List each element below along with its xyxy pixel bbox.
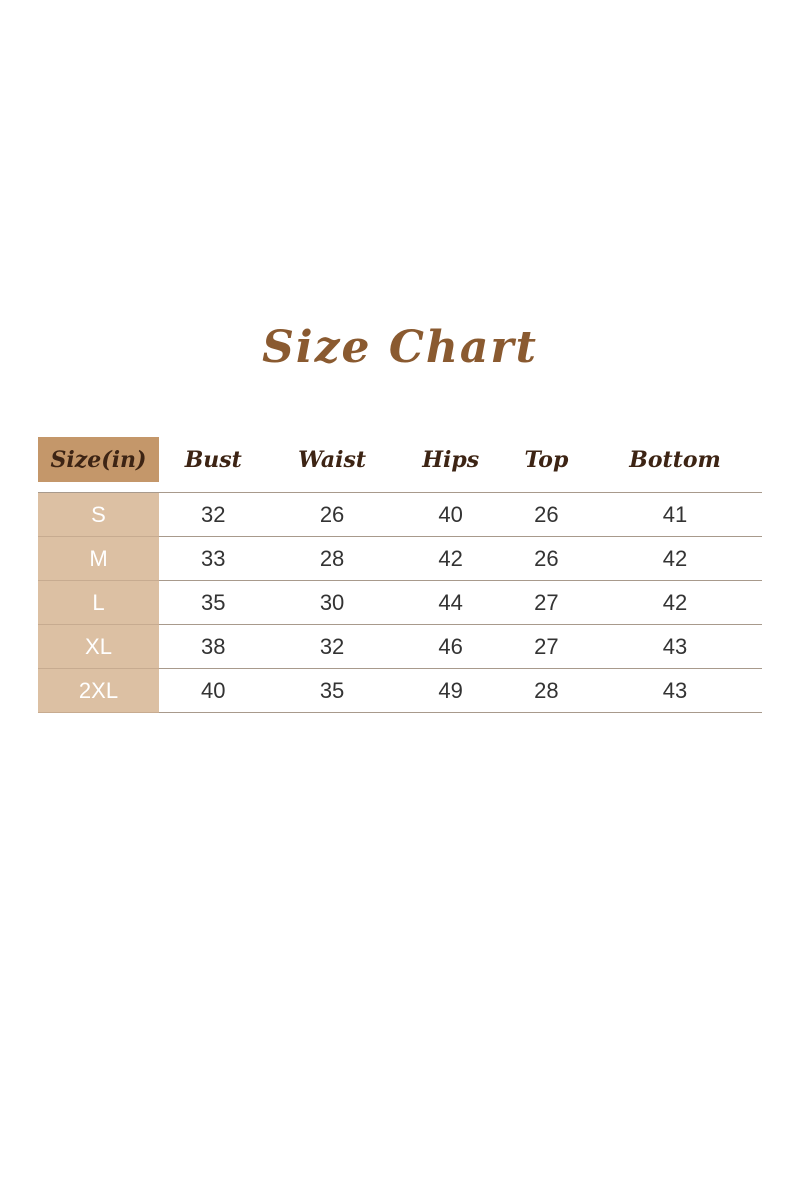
- cell-bust: 35: [159, 580, 268, 625]
- spacer: [38, 482, 762, 493]
- header-waist: Waist: [298, 446, 367, 473]
- cell-size: M: [38, 536, 159, 581]
- cell-bust: 33: [159, 536, 268, 581]
- cell-top: 27: [504, 580, 589, 625]
- table-row: 2XL 40 35 49 28 43: [38, 668, 762, 713]
- cell-size: XL: [38, 624, 159, 669]
- header-top: Top: [524, 446, 569, 473]
- cell-bust: 32: [159, 492, 268, 537]
- cell-waist: 35: [267, 668, 397, 713]
- cell-top: 27: [504, 624, 589, 669]
- table-row: M 33 28 42 26 42: [38, 536, 762, 581]
- table-row: L 35 30 44 27 42: [38, 580, 762, 625]
- table-row: XL 38 32 46 27 43: [38, 624, 762, 669]
- cell-top: 28: [504, 668, 589, 713]
- cell-hips: 44: [396, 580, 505, 625]
- cell-bust: 40: [159, 668, 268, 713]
- cell-hips: 46: [396, 624, 505, 669]
- header-row: Size(in) Bust Waist Hips Top Bottom: [38, 437, 762, 482]
- header-size: Size(in): [38, 437, 159, 482]
- cell-waist: 32: [267, 624, 397, 669]
- cell-size: L: [38, 580, 159, 625]
- cell-bottom: 43: [588, 668, 762, 713]
- cell-top: 26: [504, 492, 589, 537]
- header-bottom: Bottom: [629, 446, 721, 473]
- header-bust: Bust: [184, 446, 242, 473]
- header-hips: Hips: [422, 446, 480, 473]
- cell-bottom: 42: [588, 580, 762, 625]
- cell-bottom: 43: [588, 624, 762, 669]
- cell-waist: 28: [267, 536, 397, 581]
- cell-size: 2XL: [38, 668, 159, 713]
- size-table: Size(in) Bust Waist Hips Top Bottom S 32 2…: [38, 437, 762, 713]
- table-row: S 32 26 40 26 41: [38, 492, 762, 537]
- cell-waist: 30: [267, 580, 397, 625]
- cell-top: 26: [504, 536, 589, 581]
- cell-bust: 38: [159, 624, 268, 669]
- cell-bottom: 41: [588, 492, 762, 537]
- cell-bottom: 42: [588, 536, 762, 581]
- page-title: Size Chart: [262, 322, 538, 373]
- cell-hips: 40: [396, 492, 505, 537]
- cell-waist: 26: [267, 492, 397, 537]
- cell-hips: 49: [396, 668, 505, 713]
- spacer-row: [38, 482, 762, 493]
- cell-size: S: [38, 492, 159, 537]
- cell-hips: 42: [396, 536, 505, 581]
